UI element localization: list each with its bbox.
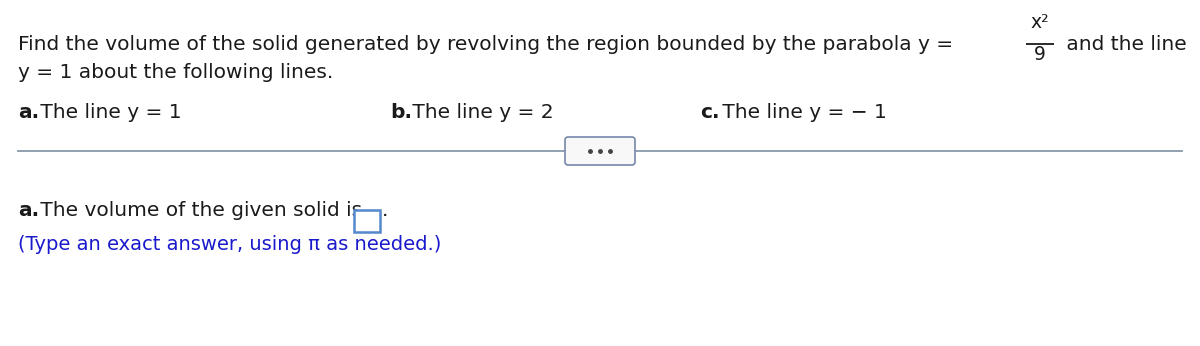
Text: (Type an exact answer, using π as needed.): (Type an exact answer, using π as needed… [18, 235, 442, 254]
Text: Find the volume of the solid generated by revolving the region bounded by the pa: Find the volume of the solid generated b… [18, 35, 953, 54]
Text: a.: a. [18, 103, 40, 122]
Text: .: . [382, 201, 389, 220]
Text: b.: b. [390, 103, 412, 122]
FancyBboxPatch shape [565, 137, 635, 165]
Bar [354, 210, 380, 232]
Text: The line y = 2: The line y = 2 [406, 103, 553, 122]
Text: The volume of the given solid is: The volume of the given solid is [34, 201, 362, 220]
Text: The line y = − 1: The line y = − 1 [716, 103, 887, 122]
Text: a.: a. [18, 201, 40, 220]
Text: y = 1 about the following lines.: y = 1 about the following lines. [18, 63, 334, 82]
Text: x²: x² [1031, 13, 1049, 32]
Text: c.: c. [700, 103, 720, 122]
Text: and the line: and the line [1060, 35, 1187, 54]
Text: The line y = 1: The line y = 1 [34, 103, 181, 122]
Text: 9: 9 [1034, 45, 1046, 64]
